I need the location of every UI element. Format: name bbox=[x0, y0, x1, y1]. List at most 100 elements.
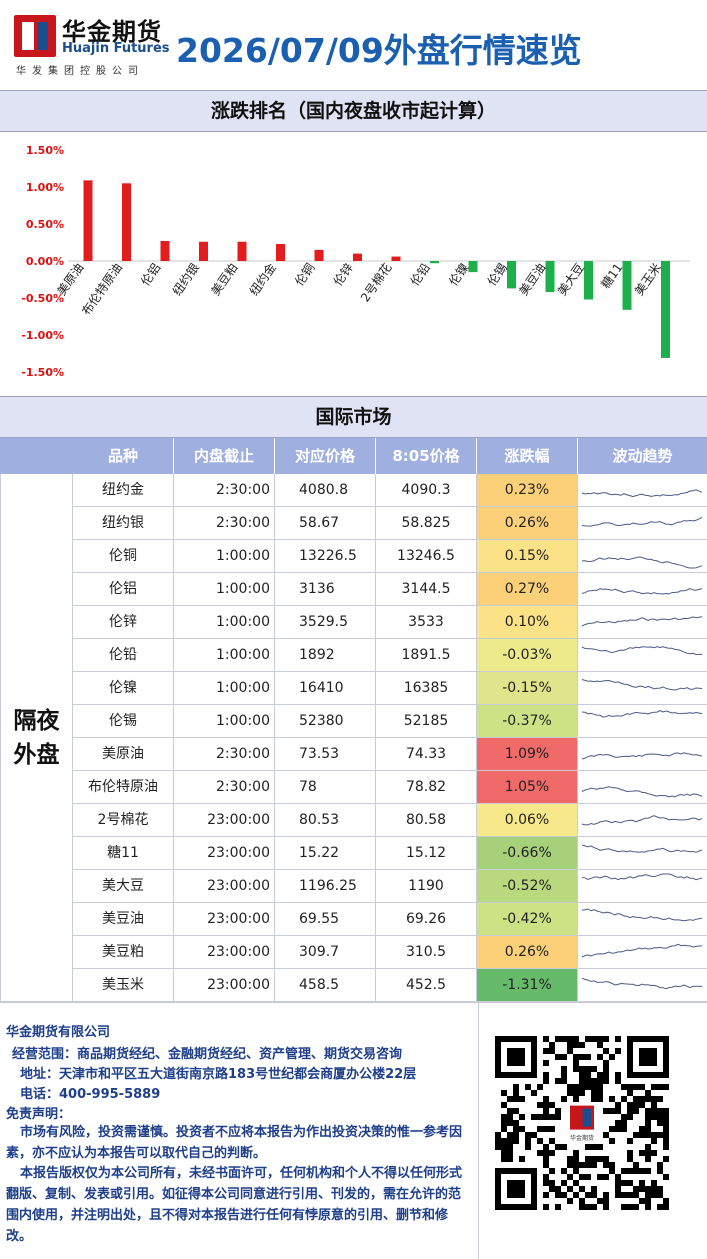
variety-cell: 纽约银 bbox=[73, 507, 174, 539]
qr-module bbox=[537, 1084, 543, 1090]
qr-module bbox=[633, 1132, 639, 1138]
qr-module bbox=[513, 1090, 519, 1096]
qr-module bbox=[633, 1168, 639, 1174]
y-tick-label: 0.00% bbox=[26, 255, 64, 268]
qr-module bbox=[519, 1096, 525, 1102]
header-variety: 品种 bbox=[73, 438, 174, 474]
qr-module bbox=[555, 1054, 561, 1060]
sparkline-path bbox=[581, 516, 703, 527]
qr-module bbox=[627, 1168, 633, 1174]
qr-module bbox=[627, 1150, 633, 1156]
bar-chart-svg: 1.50%1.00%0.50%0.00%-0.50%-1.00%-1.50%美原… bbox=[21, 144, 690, 379]
qr-module bbox=[597, 1072, 603, 1078]
bar-美大豆 bbox=[584, 261, 593, 300]
trend-sparkline-cell bbox=[578, 837, 707, 869]
qr-module bbox=[657, 1186, 663, 1192]
close-time-cell: 23:00:00 bbox=[174, 837, 275, 869]
qr-module bbox=[579, 1078, 585, 1084]
table-row: 美豆油 23:00:00 69.55 69.26 -0.42% bbox=[73, 903, 707, 936]
bar-伦铜 bbox=[314, 249, 324, 261]
y-tick-label: -1.00% bbox=[21, 329, 64, 342]
qr-module bbox=[663, 1138, 669, 1144]
trend-sparkline-cell bbox=[578, 936, 707, 968]
qr-module bbox=[501, 1126, 507, 1132]
bar-2号棉花 bbox=[391, 256, 401, 261]
trend-sparkline bbox=[581, 815, 703, 826]
qr-module bbox=[555, 1192, 561, 1198]
close-time-cell: 23:00:00 bbox=[174, 903, 275, 935]
qr-module bbox=[603, 1204, 609, 1210]
qr-module bbox=[585, 1162, 591, 1168]
table-row: 美玉米 23:00:00 458.5 452.5 -1.31% bbox=[73, 969, 707, 1002]
reference-price-cell: 69.55 bbox=[275, 903, 376, 935]
sparkline-path bbox=[581, 679, 703, 691]
qr-module bbox=[603, 1078, 609, 1084]
qr-module bbox=[579, 1084, 585, 1090]
qr-code-icon[interactable]: 华金期货 bbox=[495, 1036, 669, 1210]
qr-module bbox=[645, 1192, 651, 1198]
change-cell: 0.10% bbox=[477, 606, 578, 638]
qr-module bbox=[645, 1132, 651, 1138]
y-tick-label: 0.50% bbox=[26, 218, 64, 231]
variety-cell: 布伦特原油 bbox=[73, 771, 174, 803]
sparkline-path bbox=[581, 844, 703, 853]
qr-module bbox=[567, 1156, 573, 1162]
qr-module bbox=[585, 1192, 591, 1198]
trend-sparkline-cell bbox=[578, 540, 707, 572]
page-title: 2026/07/09外盘行情速览 bbox=[176, 31, 582, 70]
trend-sparkline bbox=[581, 908, 703, 922]
qr-module bbox=[537, 1138, 543, 1144]
sparkline-path bbox=[581, 587, 703, 595]
table-row: 伦锡 1:00:00 52380 52185 -0.37% bbox=[73, 705, 707, 738]
qr-module bbox=[651, 1084, 657, 1090]
qr-module bbox=[543, 1150, 549, 1156]
qr-module bbox=[519, 1114, 525, 1120]
qr-module bbox=[609, 1168, 615, 1174]
close-time-cell: 23:00:00 bbox=[174, 969, 275, 1001]
category-label: 伦镍 bbox=[445, 260, 471, 288]
sparkline-path bbox=[581, 489, 703, 498]
qr-module bbox=[555, 1204, 561, 1210]
qr-module bbox=[543, 1174, 549, 1180]
company-logo-icon bbox=[14, 15, 56, 57]
qr-module bbox=[663, 1120, 669, 1126]
category-label: 纽约金 bbox=[246, 260, 279, 298]
qr-module bbox=[513, 1096, 519, 1102]
qr-module bbox=[531, 1090, 537, 1096]
overnight-side-label: 隔夜 外盘 bbox=[0, 474, 73, 1002]
trend-sparkline-cell bbox=[578, 771, 707, 803]
qr-module bbox=[651, 1138, 657, 1144]
header-change: 涨跌幅 bbox=[477, 438, 578, 474]
qr-module bbox=[603, 1192, 609, 1198]
qr-module bbox=[567, 1048, 573, 1054]
qr-module bbox=[555, 1108, 561, 1114]
qr-module bbox=[507, 1144, 513, 1150]
qr-module bbox=[543, 1048, 549, 1054]
qr-module bbox=[663, 1114, 669, 1120]
qr-module bbox=[621, 1096, 627, 1102]
category-label: 伦锡 bbox=[484, 260, 510, 288]
category-label: 美豆粕 bbox=[208, 260, 241, 298]
trend-sparkline-cell bbox=[578, 738, 707, 770]
change-cell: -1.31% bbox=[477, 969, 578, 1001]
qr-module bbox=[603, 1108, 609, 1114]
qr-module bbox=[549, 1102, 555, 1108]
table-row: 美豆粕 23:00:00 309.7 310.5 0.26% bbox=[73, 936, 707, 969]
qr-module bbox=[645, 1090, 651, 1096]
qr-module bbox=[507, 1138, 513, 1144]
bar-伦锌 bbox=[353, 253, 362, 261]
company-subtitle: 华发集团控股公司 bbox=[16, 66, 144, 77]
qr-module bbox=[591, 1204, 597, 1210]
reference-price-cell: 309.7 bbox=[275, 936, 376, 968]
price-805-cell: 3144.5 bbox=[376, 573, 477, 605]
qr-module bbox=[543, 1156, 549, 1162]
qr-module bbox=[633, 1102, 639, 1108]
qr-module bbox=[561, 1066, 567, 1072]
qr-module bbox=[597, 1078, 603, 1084]
close-time-cell: 2:30:00 bbox=[174, 474, 275, 506]
qr-module bbox=[567, 1042, 573, 1048]
qr-module bbox=[507, 1150, 513, 1156]
qr-module bbox=[621, 1180, 627, 1186]
trend-sparkline-cell bbox=[578, 804, 707, 836]
trend-sparkline-cell bbox=[578, 573, 707, 605]
